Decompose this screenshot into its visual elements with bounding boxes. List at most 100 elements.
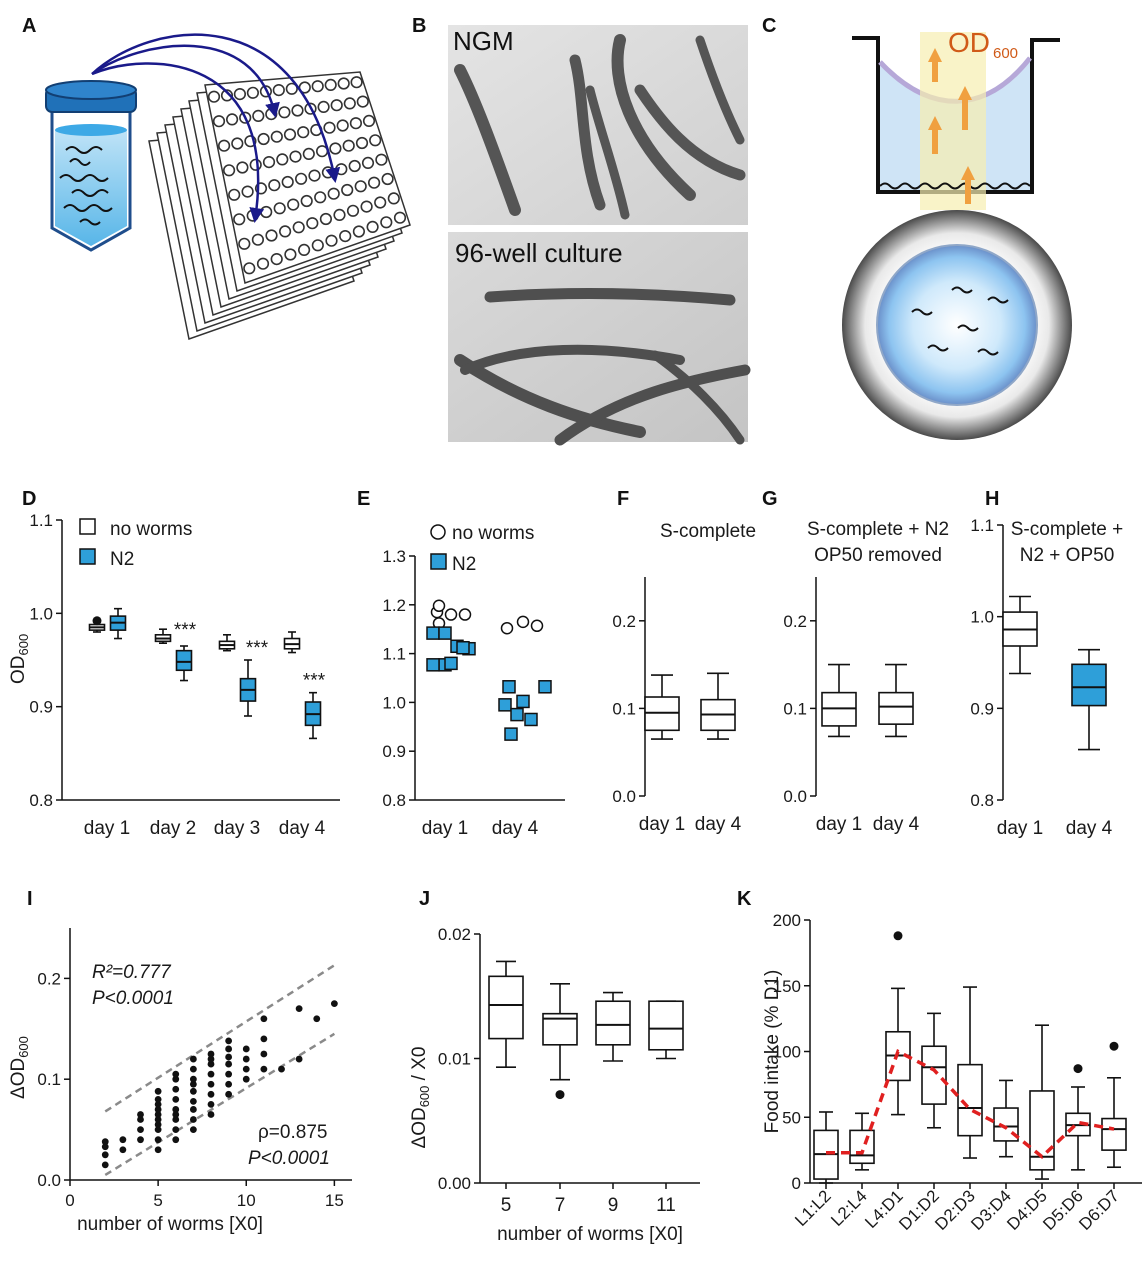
significance-stars: *** bbox=[174, 620, 197, 641]
plate-well bbox=[354, 180, 367, 193]
data-point bbox=[295, 1055, 303, 1063]
plate-well bbox=[355, 136, 369, 150]
y-tick-label: 0.01 bbox=[438, 1050, 471, 1069]
x-tick-label: day 4 bbox=[1066, 818, 1113, 839]
data-point bbox=[189, 1116, 197, 1123]
data-point bbox=[295, 1005, 303, 1013]
data-point bbox=[172, 1111, 180, 1118]
x-tick-label: 10 bbox=[237, 1191, 256, 1210]
plate-well bbox=[336, 119, 349, 132]
plate-well bbox=[218, 139, 231, 152]
panel-label-b: B bbox=[412, 15, 426, 37]
data-point bbox=[154, 1095, 162, 1103]
data-point bbox=[260, 1015, 268, 1023]
data-point bbox=[137, 1111, 144, 1118]
point-n2 bbox=[426, 658, 440, 672]
plate-well bbox=[335, 163, 348, 176]
data-point bbox=[242, 1065, 250, 1073]
chart-title: S-complete + bbox=[1011, 519, 1123, 540]
plate-well bbox=[270, 130, 283, 143]
box-iqr bbox=[595, 1000, 631, 1046]
data-point bbox=[189, 1080, 197, 1088]
panel-label-i: I bbox=[27, 888, 33, 910]
chart-title: OP50 removed bbox=[814, 545, 942, 566]
data-point bbox=[207, 1111, 215, 1118]
y-tick-label: 0.8 bbox=[382, 791, 406, 810]
plate-well bbox=[306, 217, 319, 230]
x-tick-label: 7 bbox=[555, 1195, 566, 1216]
data-point bbox=[172, 1136, 180, 1144]
plate-well bbox=[231, 137, 244, 150]
plate-well bbox=[252, 109, 265, 122]
legend-label-no-worms: no worms bbox=[110, 519, 192, 540]
plate-well bbox=[236, 161, 249, 174]
data-point bbox=[207, 1090, 215, 1098]
plate-well bbox=[361, 156, 375, 169]
data-point bbox=[260, 1050, 268, 1058]
y-tick-label: 50 bbox=[782, 1108, 801, 1127]
data-point bbox=[207, 1070, 215, 1078]
plate-well bbox=[375, 153, 388, 166]
data-point bbox=[225, 1070, 233, 1078]
data-point bbox=[242, 1045, 250, 1053]
x-tick-label: day 4 bbox=[873, 814, 920, 835]
y-tick-label: 0.00 bbox=[438, 1174, 471, 1193]
data-point bbox=[154, 1087, 162, 1095]
plate-well bbox=[381, 172, 394, 186]
data-point bbox=[225, 1037, 233, 1045]
data-point bbox=[172, 1070, 180, 1078]
panel-label-a: A bbox=[22, 15, 36, 37]
data-point bbox=[189, 1087, 197, 1095]
x-tick-label: D1:D2 bbox=[895, 1186, 943, 1234]
plate-well bbox=[330, 99, 343, 112]
plate-well bbox=[323, 121, 336, 134]
chart-title: S-complete + N2 bbox=[807, 519, 949, 540]
x-tick-label: D5:D6 bbox=[1039, 1186, 1087, 1234]
point-n2 bbox=[502, 680, 516, 694]
plate-well bbox=[352, 225, 366, 238]
y-tick-label: 0.1 bbox=[783, 699, 807, 718]
box-outlier bbox=[1109, 1041, 1119, 1051]
data-point bbox=[119, 1146, 127, 1154]
data-point bbox=[225, 1053, 233, 1061]
stat-p-bottom: P<0.0001 bbox=[248, 1148, 330, 1169]
y-tick-label: 0.8 bbox=[29, 791, 53, 810]
box-iqr bbox=[488, 975, 524, 1040]
x-tick-label: 5 bbox=[153, 1191, 162, 1210]
box-iqr bbox=[957, 1063, 983, 1137]
panel-label-h: H bbox=[985, 488, 999, 510]
plate-well bbox=[380, 216, 393, 229]
data-point bbox=[260, 1065, 268, 1073]
chart-panel-i: 0.0 0.1 0.2 0 5 10 15 number of worms [X0] ΔOD60… bbox=[8, 928, 352, 1235]
significance-stars: *** bbox=[246, 638, 269, 659]
plate-well bbox=[279, 225, 292, 238]
plate-well bbox=[360, 200, 373, 213]
x-axis-label: number of worms [X0] bbox=[497, 1224, 683, 1245]
data-point bbox=[207, 1101, 215, 1108]
plate-well bbox=[339, 230, 352, 243]
chart-panel-k: 050100150200L1:L2L2:L4L4:D1D1:D2D2:D3D3:… bbox=[762, 911, 1142, 1234]
worms-in-well bbox=[911, 286, 1009, 356]
legend-swatch-n2 bbox=[79, 548, 96, 565]
plate-well bbox=[317, 100, 330, 113]
panel-label-j: J bbox=[419, 888, 430, 910]
transfer-arrow bbox=[91, 62, 265, 223]
panel-label-f: F bbox=[617, 488, 629, 510]
point-n2 bbox=[438, 626, 452, 640]
transfer-arrow bbox=[91, 44, 280, 118]
y-axis-label: ΔOD600 / X0 bbox=[409, 1047, 432, 1149]
y-tick-label: 0.1 bbox=[37, 1070, 61, 1089]
point-n2 bbox=[426, 626, 440, 640]
transfer-arrow bbox=[91, 33, 341, 183]
data-point bbox=[172, 1106, 180, 1113]
y-tick-label: 0.2 bbox=[37, 969, 61, 988]
data-point bbox=[154, 1101, 162, 1108]
photo-label-96well: 96-well culture bbox=[455, 238, 623, 268]
worm-images-top bbox=[454, 34, 746, 220]
prediction-band-upper bbox=[104, 964, 336, 1113]
x-tick-label: D2:D3 bbox=[931, 1186, 979, 1234]
data-point bbox=[207, 1055, 215, 1063]
y-tick-label: 0.0 bbox=[37, 1171, 61, 1190]
data-point bbox=[101, 1161, 109, 1169]
plate-well bbox=[262, 156, 276, 169]
